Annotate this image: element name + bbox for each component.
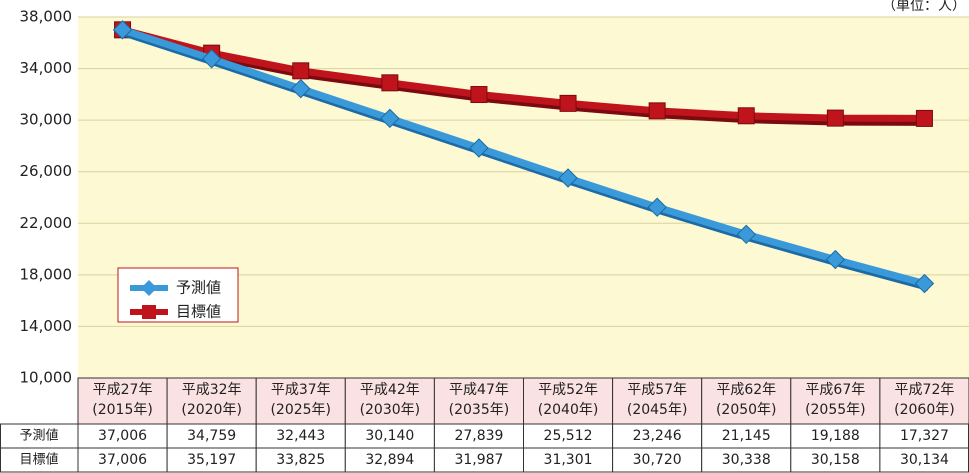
x-tick-label: (2020年)	[181, 402, 242, 418]
table-value: 27,839	[454, 428, 503, 444]
table-row-label: 目標値	[19, 452, 58, 468]
x-tick-label: 平成52年	[538, 382, 598, 398]
y-tick-label: 18,000	[20, 265, 73, 283]
x-tick-label: 平成72年	[895, 382, 955, 398]
table-value: 37,006	[98, 452, 147, 468]
table-value: 31,301	[544, 452, 593, 468]
table-value: 23,246	[633, 428, 682, 444]
unit-note: （単位：人）	[882, 0, 966, 14]
table-value: 33,825	[276, 452, 325, 468]
table-row-label: 予測値	[19, 428, 58, 444]
x-tick-label: (2060年)	[894, 402, 955, 418]
marker	[471, 87, 487, 103]
table-value: 21,145	[722, 428, 771, 444]
table-value: 34,759	[187, 428, 236, 444]
x-tick-label: (2030年)	[360, 402, 421, 418]
table-value: 30,140	[365, 428, 414, 444]
x-tick-label: (2050年)	[716, 402, 777, 418]
plot-area	[78, 17, 969, 378]
y-tick-label: 38,000	[20, 8, 73, 26]
x-tick-label: 平成67年	[805, 382, 865, 398]
y-tick-label: 30,000	[20, 111, 73, 129]
x-tick-label: 平成62年	[716, 382, 776, 398]
x-tick-label: 平成37年	[271, 382, 331, 398]
table-value: 19,188	[811, 428, 860, 444]
table-value: 30,720	[633, 452, 682, 468]
marker	[738, 108, 754, 124]
x-tick-label: (2035年)	[449, 402, 510, 418]
legend-marker	[142, 305, 156, 319]
table-value: 37,006	[98, 428, 147, 444]
table-value: 17,327	[900, 428, 949, 444]
x-tick-label: (2045年)	[627, 402, 688, 418]
y-tick-label: 26,000	[20, 162, 73, 180]
table-value: 32,894	[365, 452, 414, 468]
y-tick-label: 10,000	[20, 369, 73, 387]
y-tick-label: 14,000	[20, 317, 73, 335]
x-tick-label: 平成47年	[449, 382, 509, 398]
x-tick-label: 平成32年	[182, 382, 242, 398]
marker	[560, 95, 576, 111]
marker	[916, 110, 932, 126]
table-value: 32,443	[276, 428, 325, 444]
table-value: 30,158	[811, 452, 860, 468]
x-tick-label: 平成27年	[93, 382, 153, 398]
table-value: 30,134	[900, 452, 949, 468]
marker	[649, 103, 665, 119]
x-tick-label: (2015年)	[92, 402, 153, 418]
y-tick-label: 34,000	[20, 59, 73, 77]
legend-label: 目標値	[176, 303, 221, 321]
marker	[382, 75, 398, 91]
table-value: 35,197	[187, 452, 236, 468]
legend-label: 予測値	[176, 279, 221, 297]
marker	[827, 110, 843, 126]
table-value: 30,338	[722, 452, 771, 468]
x-tick-label: 平成57年	[627, 382, 687, 398]
marker	[293, 63, 309, 79]
chart: （単位：人） 10,000 14,000 18,000 22,000 26,000 30,…	[0, 0, 969, 473]
table-value: 31,987	[454, 452, 503, 468]
table-value: 25,512	[544, 428, 593, 444]
y-tick-label: 22,000	[20, 214, 73, 232]
x-tick-label: (2025年)	[270, 402, 331, 418]
x-tick-label: 平成42年	[360, 382, 420, 398]
x-tick-label: (2055年)	[805, 402, 866, 418]
x-tick-label: (2040年)	[538, 402, 599, 418]
